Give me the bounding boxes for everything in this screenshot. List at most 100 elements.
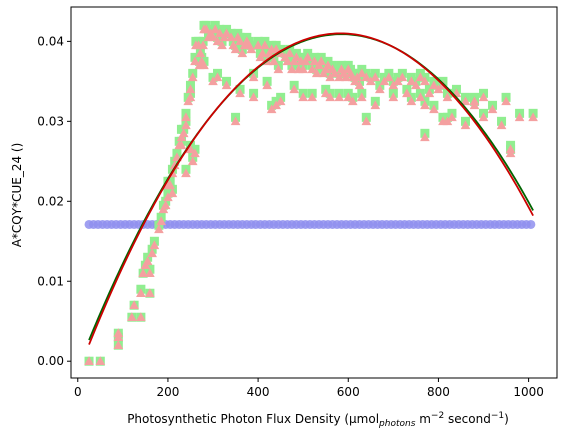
- x-tick-label: 0: [74, 385, 82, 399]
- triangle-point: [424, 88, 435, 98]
- triangle-point: [198, 40, 208, 50]
- triangle-point: [221, 80, 232, 90]
- triangle-point: [289, 84, 299, 94]
- x-tick-label: 200: [156, 385, 179, 399]
- triangle-point: [185, 92, 196, 102]
- x-axis-ticks: 0 200 400 600 800 1000: [74, 378, 544, 399]
- triangle-point: [487, 104, 498, 114]
- triangle-point: [214, 28, 225, 38]
- triangle-point: [460, 96, 471, 106]
- triangle-point: [501, 96, 511, 106]
- x-tick-label: 800: [427, 385, 450, 399]
- triangle-point: [136, 312, 146, 322]
- triangle-point: [217, 40, 227, 50]
- triangle-point: [269, 56, 279, 66]
- triangle-point: [384, 72, 394, 82]
- triangle-point: [329, 68, 340, 78]
- y-tick-label: 0.02: [37, 194, 64, 208]
- triangle-point: [447, 112, 457, 122]
- triangle-point: [154, 224, 164, 234]
- triangle-point: [309, 56, 320, 66]
- triangle-point: [178, 128, 189, 138]
- triangle-point: [307, 64, 317, 74]
- triangle-point: [185, 144, 196, 154]
- triangle-point: [442, 116, 453, 126]
- y-axis-ticks: 0.00 0.01 0.02 0.03 0.04: [37, 34, 71, 368]
- triangle-point: [210, 24, 221, 34]
- triangle-point: [496, 120, 507, 130]
- triangle-point: [323, 60, 333, 70]
- triangle-point: [311, 68, 322, 78]
- triangle-point: [388, 92, 399, 102]
- triangle-point: [142, 256, 153, 266]
- triangle-point: [84, 356, 94, 366]
- triangle-point: [284, 48, 295, 58]
- triangle-point: [212, 72, 223, 82]
- red-fit-line: [88, 32, 534, 345]
- triangle-point: [201, 24, 212, 34]
- triangle-point: [246, 44, 257, 54]
- triangle-point: [356, 68, 367, 78]
- triangle-point: [149, 240, 160, 250]
- triangle-point: [429, 104, 439, 114]
- triangle-point: [136, 288, 146, 298]
- triangle-point: [95, 356, 106, 366]
- triangle-point: [469, 100, 480, 110]
- triangle-point: [160, 200, 171, 210]
- x-tick-label: 1000: [513, 385, 544, 399]
- plot-frame: [70, 6, 558, 379]
- triangle-series: [84, 24, 538, 366]
- triangle-point: [415, 72, 426, 82]
- triangle-point: [181, 120, 191, 130]
- triangle-point: [138, 268, 148, 278]
- triangle-point: [316, 56, 327, 66]
- triangle-point: [235, 88, 245, 98]
- y-tick-label: 0.03: [37, 114, 64, 128]
- triangle-point: [402, 88, 412, 98]
- triangle-point: [208, 32, 218, 42]
- triangle-point: [185, 84, 196, 94]
- triangle-point: [429, 80, 439, 90]
- triangle-point: [320, 88, 331, 98]
- triangle-point: [356, 92, 367, 102]
- triangle-point: [420, 132, 430, 142]
- triangle-point: [406, 96, 417, 106]
- triangle-point: [167, 188, 178, 198]
- triangle-point: [163, 180, 173, 190]
- triangle-point: [212, 36, 223, 46]
- triangle-point: [302, 52, 313, 62]
- triangle-point: [273, 64, 284, 74]
- triangle-point: [343, 92, 354, 102]
- triangle-point: [181, 112, 191, 122]
- triangle-point: [307, 92, 317, 102]
- triangle-point: [287, 64, 297, 74]
- triangle-point: [370, 72, 381, 82]
- triangle-point: [271, 100, 281, 110]
- triangle-point: [291, 52, 302, 62]
- triangle-point: [298, 64, 308, 74]
- triangle-point: [361, 116, 372, 126]
- triangle-point: [169, 160, 180, 170]
- triangle-point: [420, 76, 430, 86]
- triangle-point: [230, 116, 241, 126]
- triangle-point: [271, 44, 281, 54]
- x-tick-label: 600: [337, 385, 360, 399]
- triangle-point: [275, 96, 286, 106]
- triangle-point: [505, 148, 516, 158]
- y-axis-label: A*CQY*CUE_24 (): [10, 143, 24, 248]
- triangle-point: [195, 48, 206, 58]
- triangle-point: [406, 76, 417, 86]
- circle-point: [526, 219, 536, 229]
- triangle-point: [226, 32, 236, 42]
- triangle-point: [221, 28, 232, 38]
- triangle-point: [325, 92, 336, 102]
- y-tick-label: 0.04: [37, 34, 64, 48]
- triangle-point: [411, 80, 421, 90]
- triangle-point: [415, 92, 426, 102]
- triangle-point: [478, 112, 489, 122]
- triangle-point: [187, 72, 198, 82]
- triangle-point: [237, 48, 248, 58]
- triangle-point: [129, 300, 139, 310]
- triangle-point: [528, 112, 538, 122]
